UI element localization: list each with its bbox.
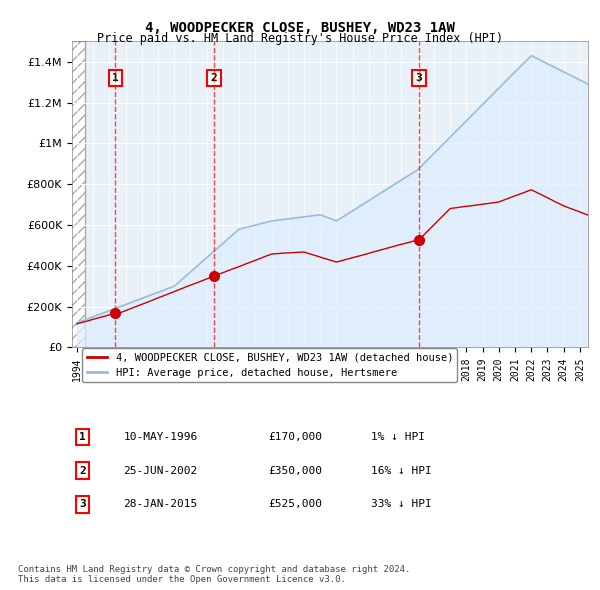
Legend: 4, WOODPECKER CLOSE, BUSHEY, WD23 1AW (detached house), HPI: Average price, deta: 4, WOODPECKER CLOSE, BUSHEY, WD23 1AW (d… (82, 349, 457, 382)
Text: 25-JUN-2002: 25-JUN-2002 (124, 466, 198, 476)
Text: 4, WOODPECKER CLOSE, BUSHEY, WD23 1AW: 4, WOODPECKER CLOSE, BUSHEY, WD23 1AW (145, 21, 455, 35)
Text: £525,000: £525,000 (268, 500, 322, 510)
Text: 1: 1 (79, 432, 86, 442)
Bar (61, 41, 85, 348)
Text: 33% ↓ HPI: 33% ↓ HPI (371, 500, 432, 510)
Text: £170,000: £170,000 (268, 432, 322, 442)
Text: £350,000: £350,000 (268, 466, 322, 476)
Text: 2: 2 (79, 466, 86, 476)
Text: 3: 3 (415, 73, 422, 83)
Text: 1% ↓ HPI: 1% ↓ HPI (371, 432, 425, 442)
Text: Contains HM Land Registry data © Crown copyright and database right 2024.
This d: Contains HM Land Registry data © Crown c… (18, 565, 410, 584)
Text: Price paid vs. HM Land Registry's House Price Index (HPI): Price paid vs. HM Land Registry's House … (97, 32, 503, 45)
Text: 3: 3 (79, 500, 86, 510)
Bar (61, 41, 85, 348)
Text: 10-MAY-1996: 10-MAY-1996 (124, 432, 198, 442)
Text: 28-JAN-2015: 28-JAN-2015 (124, 500, 198, 510)
Text: 2: 2 (211, 73, 217, 83)
Text: 16% ↓ HPI: 16% ↓ HPI (371, 466, 432, 476)
Text: 1: 1 (112, 73, 119, 83)
